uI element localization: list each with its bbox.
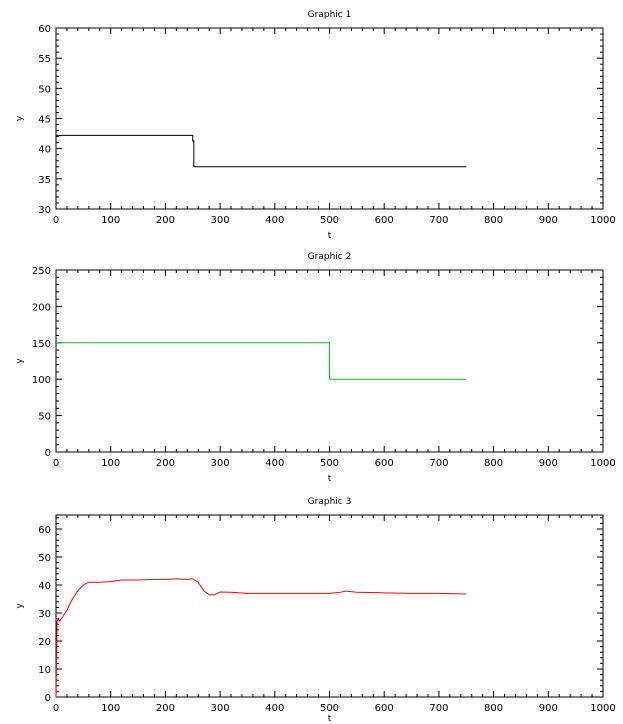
y-tick-label: 50 — [38, 412, 51, 423]
x-tick-label: 800 — [484, 215, 503, 226]
x-tick-label: 800 — [484, 703, 503, 714]
graphic-2-panel: Graphic 20 100 200 300 400 500 600 700 800 900 100… — [15, 252, 616, 484]
y-tick-label: 10 — [38, 665, 51, 676]
chart-title: Graphic 2 — [308, 252, 352, 262]
x-tick-label: 700 — [429, 703, 448, 714]
x-tick-label: 500 — [320, 703, 339, 714]
y-tick-label: 45 — [38, 115, 51, 126]
plot-frame — [55, 514, 604, 698]
x-tick-label: 900 — [539, 458, 558, 469]
x-tick-label: 0 — [53, 458, 59, 469]
y-axis-label: y — [15, 115, 25, 121]
y-tick-label: 250 — [32, 266, 51, 277]
x-tick-label: 100 — [101, 215, 120, 226]
y-tick-label: 20 — [38, 637, 51, 648]
y-tick-label: 40 — [38, 581, 51, 592]
y-tick-label: 100 — [32, 375, 51, 386]
x-tick-label: 1000 — [590, 215, 615, 226]
x-tick-label: 200 — [156, 458, 175, 469]
x-tick-label: 600 — [375, 215, 394, 226]
graphic-1-panel: Graphic 1 0 100 200 300 400 500 600 700 800 900 100… — [15, 10, 616, 241]
y-tick-label: 0 — [45, 693, 51, 704]
y-tick-label: 150 — [32, 339, 51, 350]
y-tick-label: 30 — [38, 609, 51, 620]
x-tick-label: 300 — [211, 458, 230, 469]
x-axis-label: t — [328, 474, 332, 484]
x-tick-label: 100 — [101, 458, 120, 469]
x-tick-label: 400 — [265, 458, 284, 469]
x-tick-label: 500 — [320, 215, 339, 226]
x-tick-label: 1000 — [590, 458, 615, 469]
y-tick-label: 60 — [38, 525, 51, 536]
series-line — [56, 134, 467, 168]
x-tick-label: 800 — [484, 458, 503, 469]
y-tick-label: 35 — [38, 175, 51, 186]
chart-title: Graphic 1 — [308, 10, 352, 20]
chart-title: Graphic 3 — [308, 497, 352, 507]
x-tick-label: 0 — [53, 703, 59, 714]
y-tick-label: 200 — [32, 302, 51, 313]
x-tick-label: 500 — [320, 458, 339, 469]
x-axis-label: t — [328, 231, 332, 241]
plot-frame — [55, 27, 604, 210]
y-axis-label: y — [15, 603, 25, 609]
x-tick-label: 400 — [265, 215, 284, 226]
series-line — [55, 578, 467, 698]
x-tick-label: 200 — [156, 703, 175, 714]
x-tick-label: 100 — [101, 703, 120, 714]
x-tick-label: 700 — [429, 215, 448, 226]
y-axis-label: y — [15, 358, 25, 364]
x-tick-label: 400 — [265, 703, 284, 714]
x-tick-label: 300 — [211, 215, 230, 226]
x-tick-label: 700 — [429, 458, 448, 469]
x-tick-label: 200 — [156, 215, 175, 226]
x-tick-label: 300 — [211, 703, 230, 714]
x-tick-label: 0 — [53, 215, 59, 226]
x-axis-label: t — [328, 714, 332, 724]
x-tick-label: 1000 — [590, 703, 615, 714]
y-tick-label: 60 — [38, 24, 51, 35]
graphic-3-panel: Graphic 30 100 200 300 400 500 600 700 800 900 100… — [15, 497, 616, 724]
y-tick-label: 50 — [38, 553, 51, 564]
x-tick-label: 900 — [539, 215, 558, 226]
y-tick-label: 55 — [38, 54, 51, 65]
y-tick-label: 50 — [38, 84, 51, 95]
y-tick-label: 0 — [45, 448, 51, 459]
series-line — [56, 342, 467, 380]
y-tick-label: 30 — [38, 205, 51, 216]
y-tick-label: 40 — [38, 145, 51, 156]
x-tick-label: 900 — [539, 703, 558, 714]
x-tick-label: 600 — [375, 703, 394, 714]
x-tick-label: 600 — [375, 458, 394, 469]
